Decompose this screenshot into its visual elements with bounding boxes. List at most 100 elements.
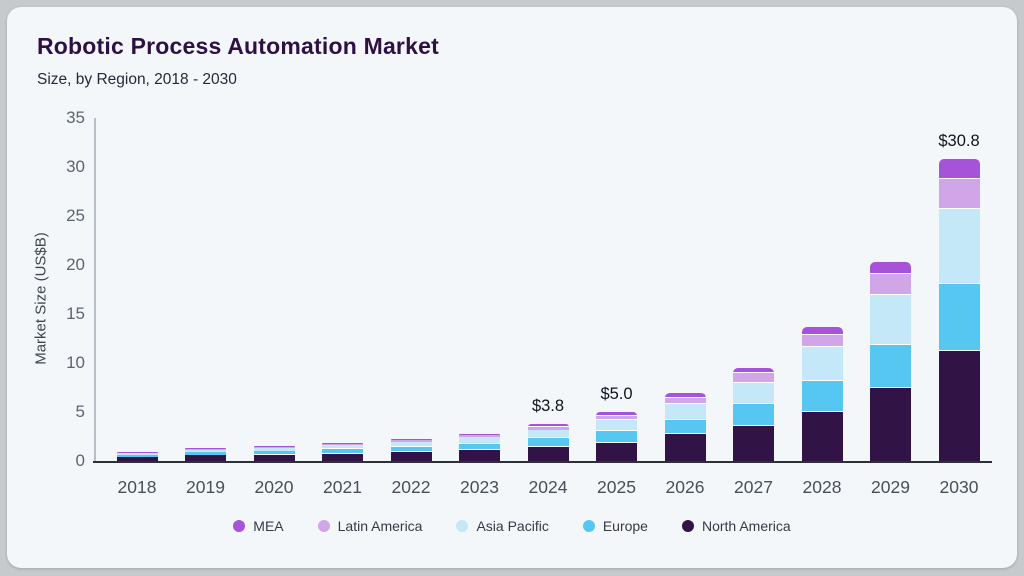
bar-segment-europe[interactable] <box>390 446 432 453</box>
x-axis-baseline <box>93 461 992 463</box>
bar-segment-asia-pacific[interactable] <box>390 441 432 447</box>
bar-segment-latin-america[interactable] <box>390 440 432 442</box>
y-axis-tick-label: 10 <box>66 353 85 372</box>
bar-segment-asia-pacific[interactable] <box>870 295 911 346</box>
bar-segment-north-america[interactable] <box>596 442 637 461</box>
bar-segment-europe[interactable] <box>185 452 226 456</box>
bar-2028[interactable] <box>801 326 843 461</box>
bar-segment-north-america[interactable] <box>390 452 432 461</box>
bar-segment-north-america[interactable] <box>459 450 500 461</box>
bar-segment-asia-pacific[interactable] <box>527 430 569 438</box>
y-axis-line <box>94 118 96 461</box>
bar-segment-europe[interactable] <box>116 454 158 457</box>
bar-2021[interactable] <box>322 442 363 461</box>
bar-segment-north-america[interactable] <box>116 456 158 461</box>
bar-segment-asia-pacific[interactable] <box>733 383 774 405</box>
bar-segment-asia-pacific[interactable] <box>116 453 158 455</box>
bar-segment-asia-pacific[interactable] <box>938 209 980 284</box>
bar-segment-mea[interactable] <box>253 446 295 448</box>
bar-2022[interactable] <box>390 438 432 461</box>
chart-subtitle: Size, by Region, 2018 - 2030 <box>37 71 237 88</box>
bar-segment-mea[interactable] <box>459 433 500 436</box>
bar-2018[interactable] <box>116 452 158 461</box>
bar-2026[interactable] <box>664 392 706 461</box>
bar-segment-latin-america[interactable] <box>527 427 569 431</box>
legend-item-europe[interactable]: Europe <box>582 518 648 534</box>
bar-segment-latin-america[interactable] <box>870 273 911 296</box>
bar-segment-north-america[interactable] <box>938 351 980 461</box>
bar-segment-north-america[interactable] <box>185 455 226 461</box>
bar-segment-north-america[interactable] <box>322 453 363 461</box>
chart-title: Robotic Process Automation Market <box>37 33 439 59</box>
bar-2030[interactable] <box>938 159 980 461</box>
bar-segment-latin-america[interactable] <box>185 448 226 450</box>
x-axis-label-2018: 2018 <box>117 477 157 497</box>
bar-value-label-2025: $5.0 <box>600 385 633 403</box>
legend-item-asia-pacific[interactable]: Asia Pacific <box>456 518 549 534</box>
bar-segment-mea[interactable] <box>596 412 637 416</box>
bar-segment-mea[interactable] <box>664 392 706 398</box>
bar-segment-europe[interactable] <box>938 283 980 352</box>
bar-segment-latin-america[interactable] <box>733 373 774 384</box>
bar-segment-asia-pacific[interactable] <box>185 449 226 453</box>
bar-segment-asia-pacific[interactable] <box>801 347 843 382</box>
bar-segment-asia-pacific[interactable] <box>664 403 706 420</box>
bar-segment-north-america[interactable] <box>801 412 843 461</box>
bar-segment-europe[interactable] <box>596 430 637 443</box>
legend-color-dot <box>582 520 595 532</box>
bar-segment-asia-pacific[interactable] <box>322 445 363 450</box>
bar-2023[interactable] <box>459 433 500 461</box>
bar-segment-north-america[interactable] <box>664 434 706 461</box>
legend-label: Latin America <box>337 518 423 534</box>
bar-segment-europe[interactable] <box>527 437 569 448</box>
x-axis-label-2025: 2025 <box>597 477 636 497</box>
bar-segment-latin-america[interactable] <box>938 178 980 210</box>
bar-segment-europe[interactable] <box>253 451 295 455</box>
bar-segment-europe[interactable] <box>870 345 911 389</box>
bar-segment-mea[interactable] <box>322 442 363 444</box>
bar-segment-asia-pacific[interactable] <box>253 448 295 452</box>
bar-segment-mea[interactable] <box>938 159 980 179</box>
bar-segment-north-america[interactable] <box>733 425 774 461</box>
bar-2027[interactable] <box>733 367 774 461</box>
bar-segment-north-america[interactable] <box>253 454 295 461</box>
y-axis-tick-label: 15 <box>66 304 85 323</box>
bar-segment-mea[interactable] <box>185 447 226 449</box>
y-axis-tick-label: 0 <box>75 451 85 470</box>
bar-value-label-2030: $30.8 <box>938 132 980 151</box>
bar-segment-mea[interactable] <box>733 367 774 374</box>
bar-segment-latin-america[interactable] <box>253 447 295 449</box>
x-axis-label-2022: 2022 <box>391 477 431 497</box>
bar-segment-europe[interactable] <box>801 381 843 413</box>
bar-segment-asia-pacific[interactable] <box>596 420 637 431</box>
legend-item-north-america[interactable]: North America <box>681 518 791 534</box>
bar-segment-europe[interactable] <box>733 404 774 426</box>
bar-segment-latin-america[interactable] <box>459 435 500 438</box>
bar-segment-europe[interactable] <box>664 419 706 435</box>
bar-segment-mea[interactable] <box>870 262 911 274</box>
bar-segment-latin-america[interactable] <box>664 397 706 404</box>
bar-segment-mea[interactable] <box>527 423 569 428</box>
legend-label: MEA <box>253 518 284 534</box>
bar-2025[interactable] <box>596 412 637 461</box>
bar-segment-mea[interactable] <box>390 438 432 441</box>
bar-segment-latin-america[interactable] <box>801 334 843 348</box>
bar-segment-north-america[interactable] <box>870 388 911 461</box>
bar-2019[interactable] <box>185 447 226 461</box>
bar-segment-latin-america[interactable] <box>596 415 637 421</box>
bar-2020[interactable] <box>253 446 295 461</box>
x-axis-label-2024: 2024 <box>528 477 568 497</box>
bar-segment-europe[interactable] <box>322 449 363 454</box>
bar-segment-latin-america[interactable] <box>322 443 363 446</box>
bar-segment-north-america[interactable] <box>527 447 569 461</box>
bar-segment-mea[interactable] <box>801 326 843 335</box>
bar-2024[interactable] <box>527 423 569 461</box>
bar-segment-asia-pacific[interactable] <box>459 437 500 444</box>
bar-segment-europe[interactable] <box>459 443 500 451</box>
legend-item-latin-america[interactable]: Latin America <box>317 518 423 534</box>
bar-2029[interactable] <box>870 262 911 461</box>
legend-color-dot <box>317 520 330 532</box>
x-axis-label-2021: 2021 <box>323 477 362 497</box>
legend-item-mea[interactable]: MEA <box>233 518 284 534</box>
legend-label: North America <box>701 518 791 534</box>
